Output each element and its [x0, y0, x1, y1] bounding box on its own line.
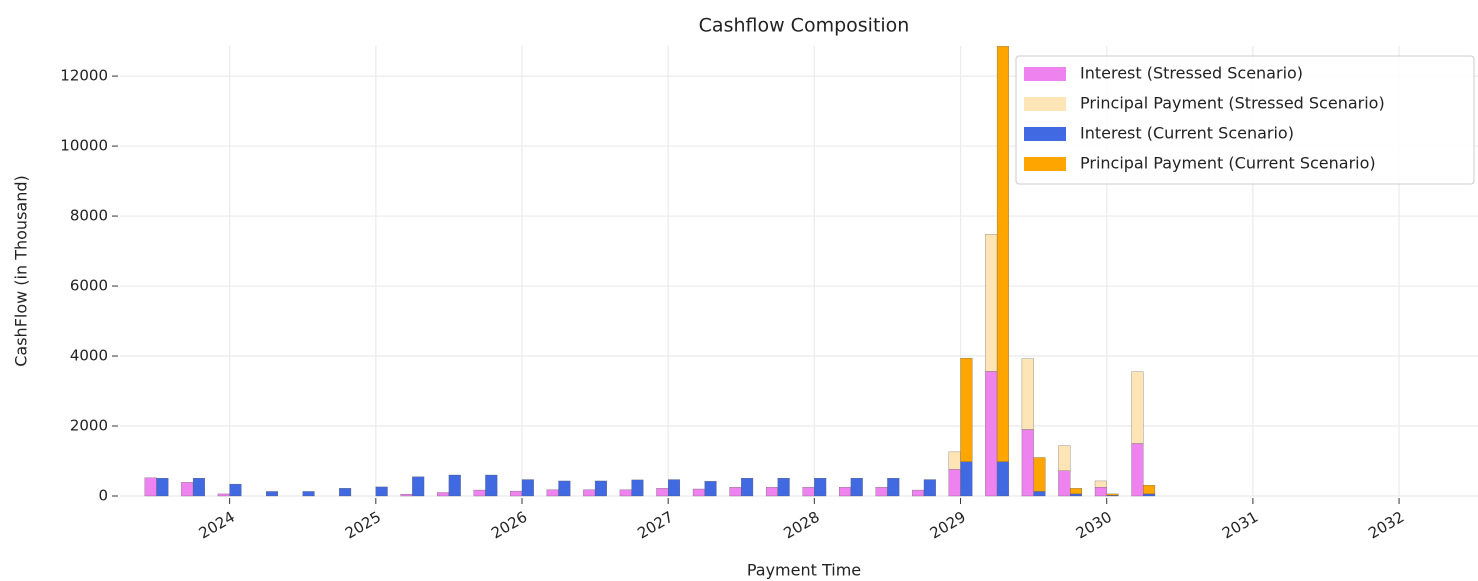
legend-frame — [1015, 55, 1475, 185]
x-tick-label: 2029 — [927, 508, 969, 543]
bar — [850, 478, 863, 497]
y-tick-label: 4000 — [70, 347, 108, 365]
bar — [1094, 480, 1107, 488]
bar — [546, 489, 559, 497]
x-tick-label: 2028 — [781, 508, 823, 543]
bar — [229, 483, 242, 497]
x-tick-label: 2026 — [488, 508, 530, 543]
y-tick-label: 8000 — [70, 207, 108, 225]
bar — [217, 493, 230, 497]
bar — [339, 488, 352, 497]
bar — [583, 489, 596, 497]
y-tick-label: 6000 — [70, 277, 108, 295]
bar — [1094, 487, 1107, 497]
bar — [266, 491, 279, 497]
bar — [1058, 445, 1071, 471]
bar — [960, 357, 973, 462]
x-tick-label: 2030 — [1073, 508, 1115, 543]
bar — [1033, 457, 1046, 492]
legend-swatch — [1024, 127, 1066, 141]
bar — [619, 489, 632, 497]
bar — [887, 478, 900, 497]
bar — [1106, 493, 1119, 496]
bar — [510, 490, 523, 497]
bar — [668, 479, 681, 497]
legend-label: Interest (Stressed Scenario) — [1080, 64, 1303, 83]
legend-swatch — [1024, 67, 1066, 81]
x-tick-label: 2025 — [342, 508, 384, 543]
legend-label: Interest (Current Scenario) — [1080, 124, 1294, 143]
x-tick-label: 2032 — [1365, 508, 1407, 543]
bar — [181, 482, 194, 497]
bar — [473, 489, 486, 497]
bar — [485, 474, 498, 497]
bar — [985, 371, 998, 497]
bar — [912, 489, 925, 497]
bar — [412, 476, 425, 497]
bar — [192, 478, 205, 497]
y-tick-label: 0 — [98, 487, 108, 505]
chart-title: Cashflow Composition — [699, 15, 910, 37]
legend-label: Principal Payment (Stressed Scenario) — [1080, 94, 1385, 113]
bar — [802, 487, 815, 497]
bar — [814, 478, 827, 497]
legend-label: Principal Payment (Current Scenario) — [1080, 154, 1376, 173]
bar — [521, 479, 534, 497]
y-tick-label: 10000 — [60, 137, 108, 155]
bar — [839, 487, 852, 497]
bar — [704, 481, 717, 497]
x-tick-label: 2031 — [1219, 508, 1261, 543]
bar — [729, 487, 742, 497]
y-tick-label: 12000 — [60, 67, 108, 85]
bar — [1070, 488, 1083, 495]
bar — [948, 451, 961, 470]
bar — [960, 461, 973, 497]
grid — [120, 46, 1478, 497]
bar — [1033, 491, 1046, 497]
bar — [1058, 470, 1071, 497]
bar — [996, 461, 1009, 497]
bar — [1021, 358, 1034, 430]
bar — [156, 478, 169, 497]
bar — [144, 477, 157, 497]
bar — [1143, 493, 1156, 497]
bar — [400, 494, 413, 497]
bar — [1131, 443, 1144, 497]
bar — [631, 479, 644, 497]
bar — [437, 492, 450, 497]
bar — [923, 479, 936, 497]
legend: Interest (Stressed Scenario) Principal Pa… — [1015, 55, 1475, 185]
bar — [1021, 429, 1034, 497]
x-tick-label: 2027 — [634, 508, 676, 543]
x-tick-label: 2024 — [196, 508, 238, 543]
bar — [1131, 371, 1144, 444]
bar — [448, 474, 461, 497]
bar — [375, 486, 388, 497]
bar — [692, 488, 705, 497]
bar — [765, 487, 778, 497]
bar — [996, 46, 1009, 462]
bar — [985, 234, 998, 372]
bar — [594, 480, 607, 497]
legend-swatch — [1024, 157, 1066, 171]
bar — [1070, 493, 1083, 497]
bar — [777, 478, 790, 497]
bar — [948, 469, 961, 497]
bar — [1143, 485, 1156, 495]
legend-swatch — [1024, 97, 1066, 111]
y-tick-label: 2000 — [70, 417, 108, 435]
bar — [302, 491, 315, 497]
bar — [656, 488, 669, 497]
y-axis-label: CashFlow (in Thousand) — [12, 175, 31, 367]
bar — [741, 478, 754, 497]
bar — [875, 487, 888, 497]
bar — [558, 480, 571, 497]
x-axis-label: Payment Time — [747, 561, 861, 580]
